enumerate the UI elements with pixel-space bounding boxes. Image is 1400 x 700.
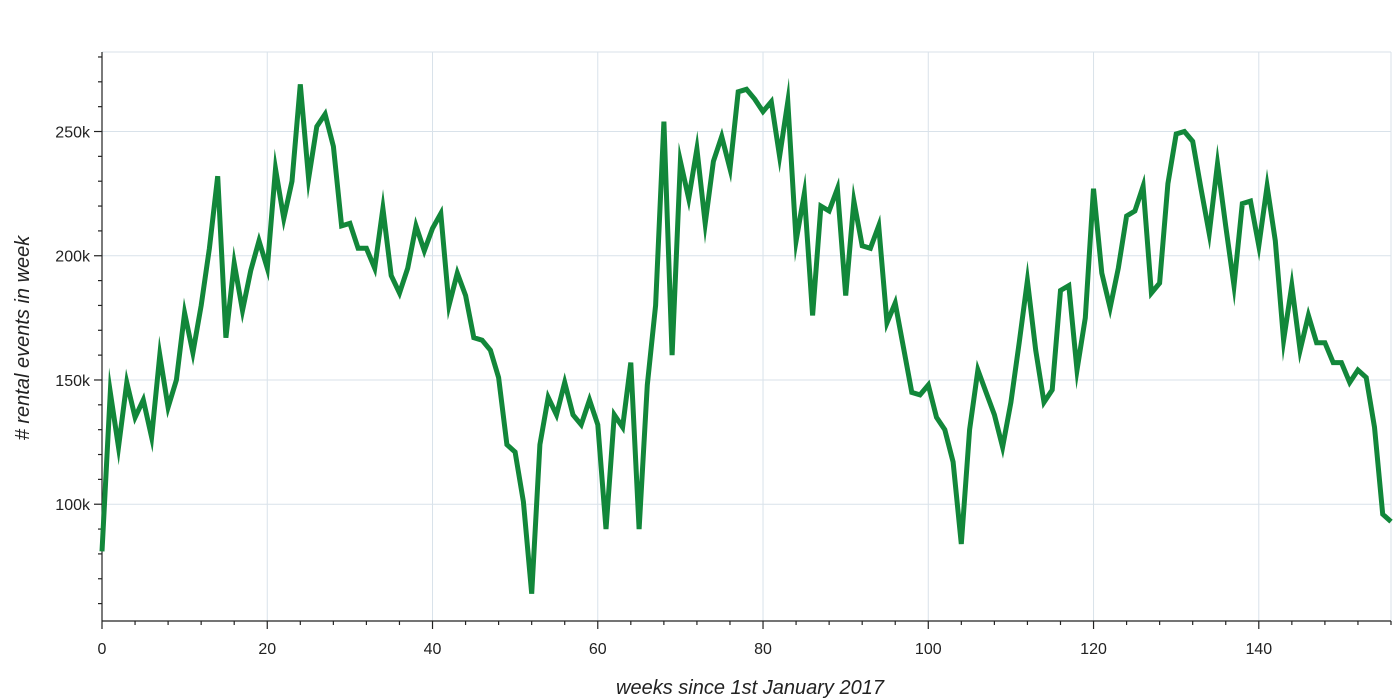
series-layer [99, 77, 1393, 594]
x-tick-label: 100 [915, 641, 942, 658]
y-tick-label: 150k [55, 373, 91, 390]
y-axis-title: # rental events in week [12, 235, 34, 441]
x-axis-title: weeks since 1st January 2017 [616, 677, 885, 699]
series-line [99, 77, 1393, 594]
x-tick-label: 60 [589, 641, 607, 658]
ticks-layer: 0 20 40 60 80 100 120 140 100k 150k 200k 250k [55, 56, 1392, 658]
x-tick-label: 120 [1080, 641, 1107, 658]
y-tick-label: 100k [55, 497, 91, 514]
x-tick-label: 80 [754, 641, 772, 658]
y-tick-label: 250k [55, 125, 91, 142]
x-tick-label: 140 [1245, 641, 1272, 658]
x-tick-label: 20 [258, 641, 276, 658]
y-tick-label: 200k [55, 249, 91, 266]
x-tick-label: 40 [424, 641, 442, 658]
x-tick-label: 0 [98, 641, 107, 658]
